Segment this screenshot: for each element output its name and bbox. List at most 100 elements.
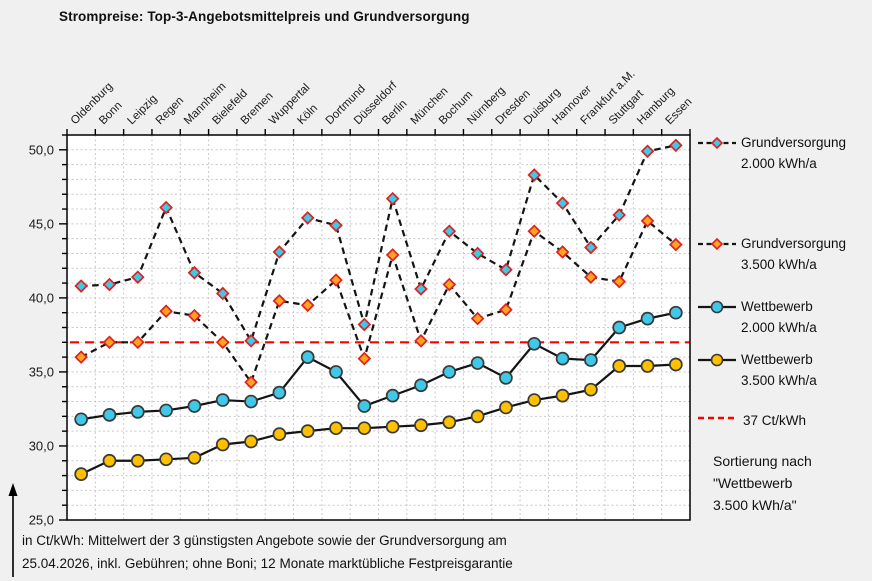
sort-note-line: "Wettbewerb [713,475,793,491]
data-point [102,335,117,350]
data-point [215,335,230,350]
data-point [414,334,428,348]
y-axis-label: 30,0 [29,438,54,453]
data-point [668,305,683,320]
data-point [640,214,655,228]
data-point [527,393,542,407]
data-point [300,298,315,313]
data-point [527,224,542,239]
data-point [159,452,173,467]
legend-text-line: 3.500 kWh/a [741,373,817,388]
legend-text-line: Wettbewerb [741,299,813,314]
data-point [385,248,400,262]
data-point [584,382,598,397]
data-point [640,311,655,326]
red-dashed-line-icon [697,410,737,431]
data-point [640,144,655,159]
y-axis-label: 35,0 [29,364,54,379]
x-axis-label: Regen [154,95,186,127]
data-point [555,351,570,366]
data-point [385,419,400,434]
data-point [329,218,343,233]
legend-item-threshold: 37 Ct/kWh [697,410,806,431]
data-point [612,320,627,335]
data-point [244,334,258,348]
legend-item-wettbewerb-3500: Wettbewerb 3.500 kWh/a [697,349,817,391]
data-point [555,196,570,210]
data-point [244,394,258,409]
legend-text-line: 3.500 kWh/a [741,257,817,272]
data-point [442,277,457,292]
data-point [414,282,428,296]
series-line-3 [80,363,676,476]
data-point [499,262,513,277]
y-axis-label: 40,0 [29,290,54,305]
legend-label: Grundversorgung 3.500 kWh/a [741,233,846,275]
data-point [668,357,683,372]
data-point [357,399,372,413]
data-point [357,351,372,366]
data-point [130,335,145,350]
data-point [470,409,485,424]
legend-item-grundversorgung-3500: Grundversorgung 3.500 kWh/a [697,233,846,275]
sort-note-line: 3.500 kWh/a" [713,497,797,513]
data-point [187,399,202,413]
legend-label: Wettbewerb 3.500 kWh/a [741,349,817,391]
solid-circle-gold-icon [697,352,737,373]
x-axis-label: Bonn [97,100,124,127]
data-point [159,200,173,215]
data-point [442,415,457,430]
legend-text-line: Grundversorgung [741,135,847,150]
data-point [442,365,457,379]
data-point [584,353,598,367]
data-point [329,365,343,379]
data-point [159,403,173,418]
data-point [555,245,570,259]
legend-item-grundversorgung-2000: Grundversorgung 2.000 kWh/a [697,132,846,174]
data-point [414,418,428,433]
data-point [130,453,145,468]
data-point [414,378,428,393]
data-point [612,208,627,222]
data-point [74,467,89,481]
data-point [215,393,230,407]
data-point [527,168,542,182]
data-point [130,405,145,419]
y-axis-label: 45,0 [29,216,54,231]
data-point [272,427,287,441]
series-line-0 [81,144,677,344]
data-point [470,311,485,326]
legend-text-line: Grundversorgung [741,236,847,251]
series-markers-3 [74,357,683,481]
x-axis-label: Leipzig [125,93,159,127]
data-point [442,224,457,239]
data-point [555,388,570,403]
data-point [640,359,655,373]
dashed-diamond-cyan-icon [697,135,737,156]
data-point [102,408,117,422]
series-line-2 [80,311,677,421]
data-point [669,237,683,252]
chart-title: Strompreise: Top-3-Angebotsmittelpreis u… [59,9,470,24]
data-point [385,191,400,206]
y-axis-label: 50,0 [29,142,54,157]
data-point [300,424,315,439]
y-axis-label: 25,0 [29,513,54,528]
data-point [499,302,513,317]
data-point [74,350,88,364]
data-point [102,453,117,468]
sort-note-line: Sortierung nach [713,453,812,469]
data-point [244,434,258,449]
legend-text-line: Wettbewerb [741,352,813,367]
data-point [272,245,287,259]
data-point [584,240,598,255]
data-point [612,359,627,373]
footnote-line-2: 25.04.2026, inkl. Gebühren; ohne Boni; 1… [22,555,513,571]
legend-label: Grundversorgung 2.000 kWh/a [741,132,846,174]
data-point [187,308,202,323]
data-point [244,375,258,390]
footnote: in Ct/kWh: Mittelwert der 3 günstigsten … [22,530,662,575]
data-point [187,450,202,465]
data-point [357,317,372,332]
